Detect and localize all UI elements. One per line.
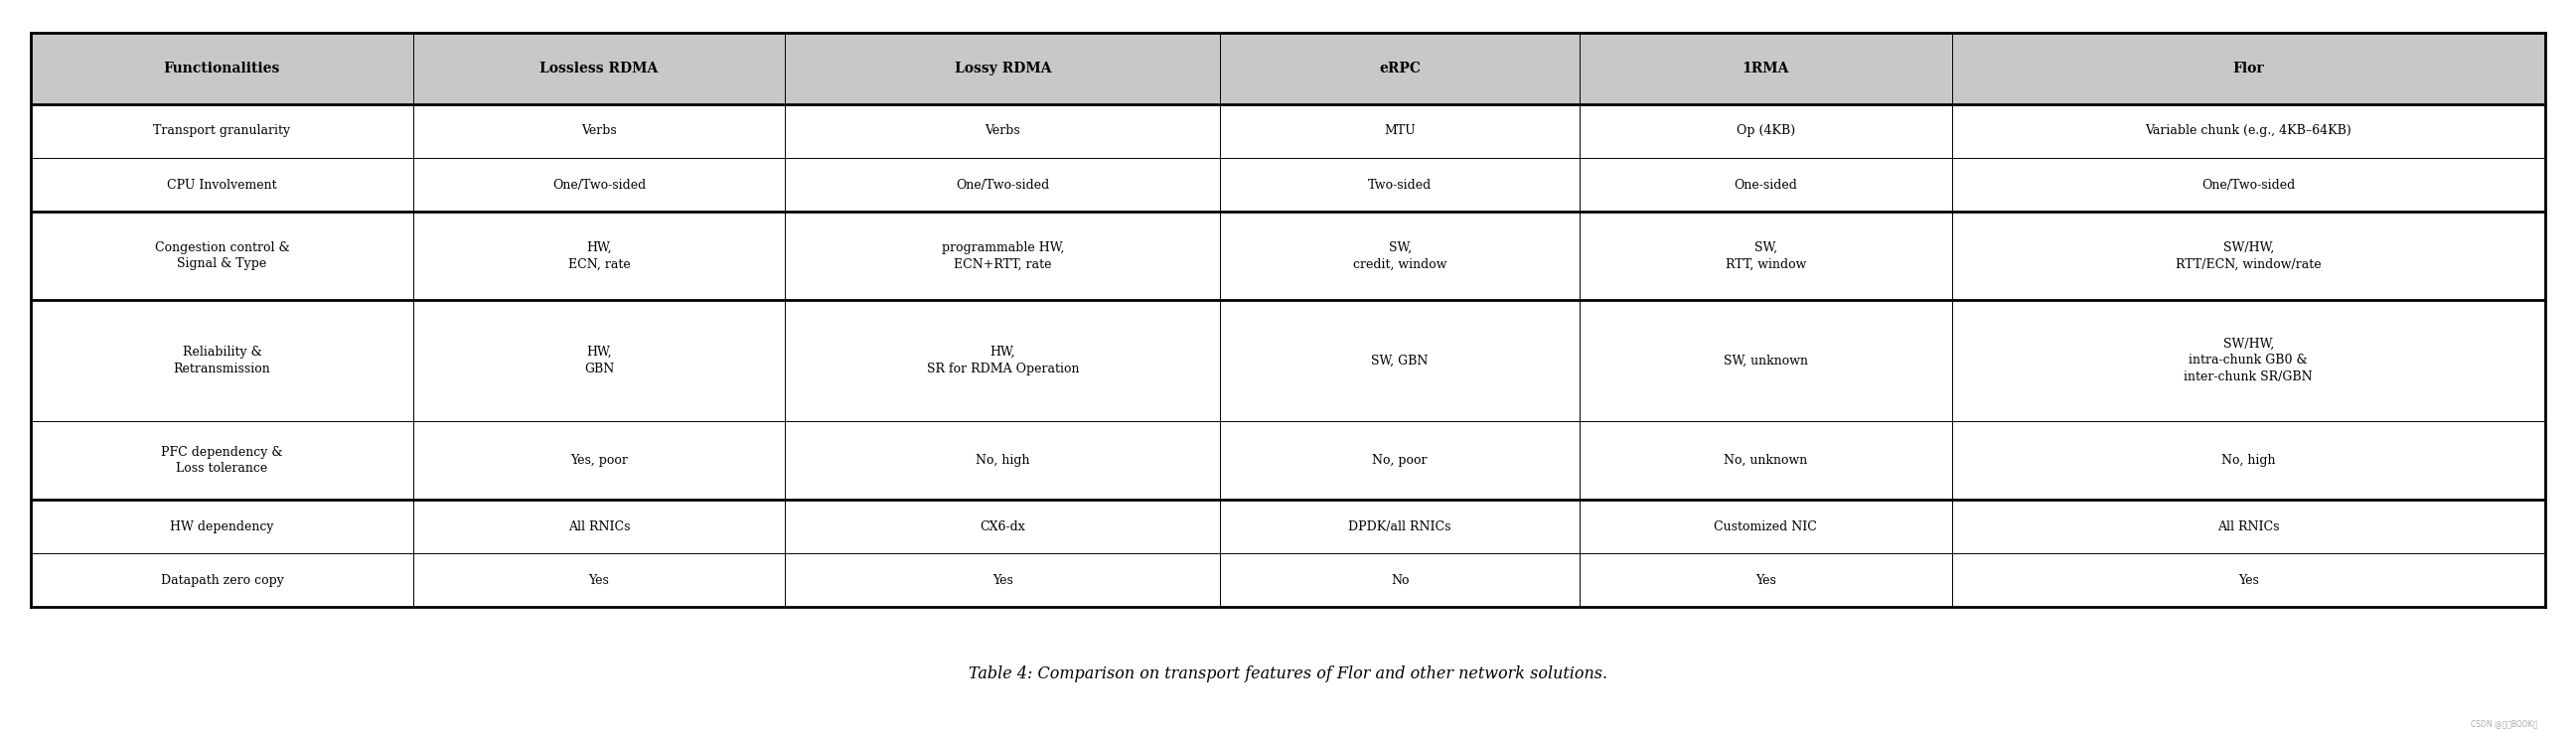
- Bar: [31, 553, 412, 607]
- Bar: [412, 553, 786, 607]
- Text: DPDK/all RNICs: DPDK/all RNICs: [1347, 520, 1450, 533]
- Text: Yes: Yes: [992, 574, 1012, 587]
- Text: HW,
SR for RDMA Operation: HW, SR for RDMA Operation: [927, 346, 1079, 375]
- Text: No, unknown: No, unknown: [1723, 454, 1808, 467]
- Bar: [1953, 500, 2545, 553]
- Text: Flor: Flor: [2233, 62, 2264, 76]
- Text: Variable chunk (e.g., 4KB–64KB): Variable chunk (e.g., 4KB–64KB): [2146, 124, 2352, 138]
- Text: One/Two-sided: One/Two-sided: [551, 178, 647, 191]
- Text: HW,
ECN, rate: HW, ECN, rate: [567, 241, 631, 271]
- Bar: [412, 158, 786, 212]
- Bar: [1221, 158, 1579, 212]
- Text: Table 4: Comparison on transport features of Flor and other network solutions.: Table 4: Comparison on transport feature…: [969, 665, 1607, 682]
- Text: MTU: MTU: [1383, 124, 1417, 138]
- Text: Lossless RDMA: Lossless RDMA: [541, 62, 659, 76]
- Text: HW dependency: HW dependency: [170, 520, 273, 533]
- Text: Yes, poor: Yes, poor: [569, 454, 629, 467]
- Text: SW, GBN: SW, GBN: [1370, 354, 1427, 367]
- Text: CX6-dx: CX6-dx: [979, 520, 1025, 533]
- Text: Verbs: Verbs: [984, 124, 1020, 138]
- Text: Congestion control &
Signal & Type: Congestion control & Signal & Type: [155, 241, 289, 271]
- Text: CPU Involvement: CPU Involvement: [167, 178, 278, 191]
- Bar: [31, 500, 412, 553]
- Text: All RNICs: All RNICs: [2218, 520, 2280, 533]
- Bar: [412, 104, 786, 158]
- Text: SW/HW,
intra-chunk GB0 &
inter-chunk SR/GBN: SW/HW, intra-chunk GB0 & inter-chunk SR/…: [2184, 338, 2313, 383]
- Bar: [1579, 104, 1953, 158]
- Text: programmable HW,
ECN+RTT, rate: programmable HW, ECN+RTT, rate: [940, 241, 1064, 271]
- Text: No: No: [1391, 574, 1409, 587]
- Text: CSDN @小鹉BOOK小: CSDN @小鹉BOOK小: [2470, 720, 2537, 729]
- Text: Yes: Yes: [1754, 574, 1775, 587]
- Text: SW,
RTT, window: SW, RTT, window: [1726, 241, 1806, 271]
- Text: SW,
credit, window: SW, credit, window: [1352, 241, 1448, 271]
- Text: Customized NIC: Customized NIC: [1713, 520, 1816, 533]
- Bar: [1953, 553, 2545, 607]
- Bar: [786, 158, 1221, 212]
- Text: All RNICs: All RNICs: [569, 520, 631, 533]
- Text: 1RMA: 1RMA: [1741, 62, 1790, 76]
- Text: Verbs: Verbs: [582, 124, 616, 138]
- Text: No, poor: No, poor: [1373, 454, 1427, 467]
- Bar: [786, 104, 1221, 158]
- Bar: [1953, 33, 2545, 104]
- Bar: [1221, 553, 1579, 607]
- Text: One/Two-sided: One/Two-sided: [2202, 178, 2295, 191]
- Bar: [31, 104, 412, 158]
- Text: Yes: Yes: [2239, 574, 2259, 587]
- Text: HW,
GBN: HW, GBN: [585, 346, 613, 375]
- Text: PFC dependency &
Loss tolerance: PFC dependency & Loss tolerance: [162, 446, 283, 475]
- Bar: [31, 158, 412, 212]
- Text: Datapath zero copy: Datapath zero copy: [160, 574, 283, 587]
- Bar: [1579, 33, 1953, 104]
- Bar: [1953, 104, 2545, 158]
- Bar: [1221, 33, 1579, 104]
- Bar: [31, 33, 412, 104]
- Text: Yes: Yes: [590, 574, 611, 587]
- Text: Two-sided: Two-sided: [1368, 178, 1432, 191]
- Text: One-sided: One-sided: [1734, 178, 1798, 191]
- Text: No, high: No, high: [2221, 454, 2275, 467]
- Text: eRPC: eRPC: [1378, 62, 1422, 76]
- Text: Op (4KB): Op (4KB): [1736, 124, 1795, 138]
- Text: Lossy RDMA: Lossy RDMA: [953, 62, 1051, 76]
- Text: SW/HW,
RTT/ECN, window/rate: SW/HW, RTT/ECN, window/rate: [2177, 241, 2321, 271]
- Bar: [786, 553, 1221, 607]
- Text: Functionalities: Functionalities: [165, 62, 281, 76]
- Bar: [1579, 500, 1953, 553]
- Text: No, high: No, high: [976, 454, 1030, 467]
- Text: Reliability &
Retransmission: Reliability & Retransmission: [173, 346, 270, 375]
- Text: One/Two-sided: One/Two-sided: [956, 178, 1048, 191]
- Bar: [412, 500, 786, 553]
- Text: Transport granularity: Transport granularity: [155, 124, 291, 138]
- Bar: [1579, 158, 1953, 212]
- Bar: [412, 33, 786, 104]
- Text: SW, unknown: SW, unknown: [1723, 354, 1808, 367]
- Bar: [1953, 158, 2545, 212]
- Bar: [786, 500, 1221, 553]
- Bar: [1579, 553, 1953, 607]
- Bar: [1221, 500, 1579, 553]
- Bar: [786, 33, 1221, 104]
- Bar: [1221, 104, 1579, 158]
